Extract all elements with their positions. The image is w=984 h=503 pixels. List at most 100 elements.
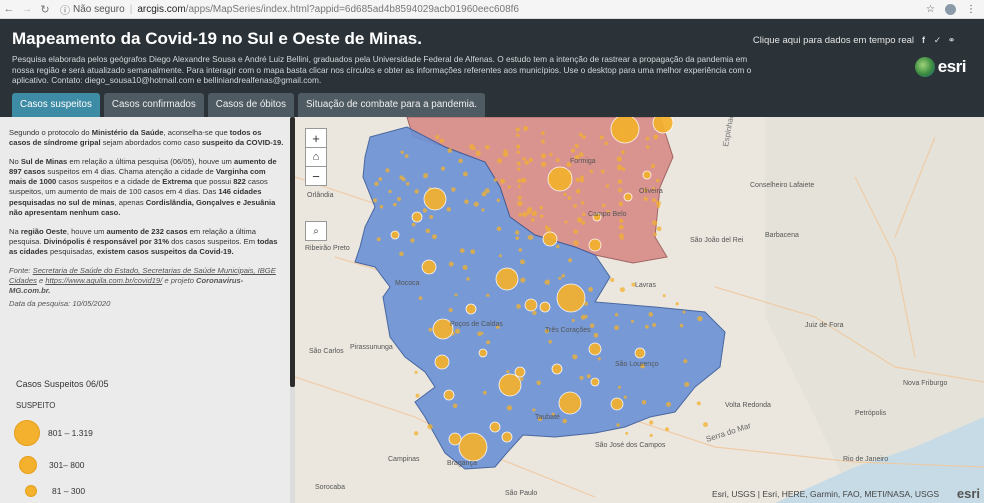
municipality-dot[interactable]	[573, 204, 577, 208]
forward-arrow-icon[interactable]: →	[21, 3, 33, 15]
municipality-dot[interactable]	[522, 157, 526, 161]
municipality-dot[interactable]	[574, 154, 580, 160]
municipality-dot[interactable]	[584, 314, 588, 319]
municipality-dot[interactable]	[480, 331, 484, 335]
tab-casos-obitos[interactable]: Casos de óbitos	[207, 93, 295, 117]
tab-casos-confirmados[interactable]: Casos confirmados	[103, 93, 204, 117]
municipality-dot[interactable]	[571, 148, 575, 153]
municipality-dot[interactable]	[579, 178, 585, 183]
case-bubble[interactable]	[634, 347, 646, 359]
municipality-dot[interactable]	[518, 248, 523, 252]
municipality-dot[interactable]	[581, 220, 586, 225]
municipality-dot[interactable]	[516, 150, 520, 154]
municipality-dot[interactable]	[378, 177, 383, 181]
municipality-dot[interactable]	[586, 374, 591, 379]
municipality-dot[interactable]	[516, 304, 521, 309]
municipality-dot[interactable]	[518, 213, 522, 217]
municipality-dot[interactable]	[427, 424, 433, 430]
case-bubble[interactable]	[478, 348, 488, 358]
municipality-dot[interactable]	[696, 401, 701, 406]
municipality-dot[interactable]	[574, 143, 579, 148]
municipality-dot[interactable]	[376, 237, 381, 242]
municipality-dot[interactable]	[496, 226, 502, 232]
search-button[interactable]: ⌕	[305, 221, 327, 241]
case-bubble[interactable]	[524, 298, 538, 312]
municipality-dot[interactable]	[616, 423, 620, 427]
municipality-dot[interactable]	[463, 171, 468, 177]
case-bubble[interactable]	[551, 363, 563, 375]
municipality-dot[interactable]	[397, 197, 401, 202]
case-bubble[interactable]	[610, 117, 640, 144]
municipality-dot[interactable]	[551, 412, 555, 416]
municipality-dot[interactable]	[539, 205, 544, 210]
municipality-dot[interactable]	[428, 327, 433, 332]
municipality-dot[interactable]	[537, 416, 543, 422]
fonte-link-aquila[interactable]: https://www.aquila.com.br/covid19/	[45, 276, 163, 286]
info-icon[interactable]: ⓘ	[60, 5, 70, 17]
municipality-dot[interactable]	[567, 196, 572, 200]
municipality-dot[interactable]	[532, 408, 536, 412]
municipality-dot[interactable]	[500, 178, 506, 184]
municipality-dot[interactable]	[496, 198, 500, 202]
home-button[interactable]: ⌂	[305, 147, 327, 167]
case-bubble[interactable]	[458, 432, 488, 462]
municipality-dot[interactable]	[388, 189, 392, 194]
municipality-dot[interactable]	[618, 201, 623, 206]
case-bubble[interactable]	[642, 170, 652, 180]
case-bubble[interactable]	[443, 389, 455, 401]
municipality-dot[interactable]	[549, 152, 553, 156]
municipality-dot[interactable]	[597, 357, 601, 361]
municipality-dot[interactable]	[703, 422, 708, 428]
municipality-dot[interactable]	[517, 200, 523, 207]
municipality-dot[interactable]	[665, 427, 670, 432]
municipality-dot[interactable]	[540, 153, 546, 159]
zoom-out-button[interactable]: −	[305, 166, 327, 186]
municipality-dot[interactable]	[452, 403, 458, 409]
municipality-dot[interactable]	[617, 179, 623, 184]
municipality-dot[interactable]	[405, 182, 410, 186]
municipality-dot[interactable]	[540, 131, 545, 135]
municipality-dot[interactable]	[447, 148, 453, 153]
case-bubble[interactable]	[498, 373, 522, 397]
municipality-dot[interactable]	[493, 178, 498, 182]
municipality-dot[interactable]	[459, 248, 465, 254]
municipality-dot[interactable]	[521, 177, 527, 183]
facebook-icon[interactable]: f	[922, 35, 925, 45]
municipality-dot[interactable]	[524, 160, 529, 165]
link-icon[interactable]: ⚭	[947, 35, 956, 45]
municipality-dot[interactable]	[577, 217, 583, 223]
municipality-dot[interactable]	[610, 277, 615, 283]
profile-avatar-icon[interactable]	[945, 3, 956, 15]
municipality-dot[interactable]	[589, 169, 593, 173]
case-bubble[interactable]	[423, 187, 447, 211]
municipality-dot[interactable]	[599, 135, 604, 140]
realtime-link[interactable]: Clique aqui para dados em tempo real	[752, 35, 914, 46]
municipality-dot[interactable]	[484, 188, 490, 194]
municipality-dot[interactable]	[440, 166, 446, 171]
municipality-dot[interactable]	[662, 294, 666, 298]
municipality-dot[interactable]	[435, 135, 440, 139]
case-bubbles[interactable]	[390, 117, 674, 462]
municipality-dot[interactable]	[625, 431, 629, 435]
municipality-dot[interactable]	[645, 136, 650, 141]
municipality-dot[interactable]	[379, 205, 384, 209]
address-bar[interactable]: ⓘ Não seguro | arcgis.com/apps/MapSeries…	[60, 2, 519, 17]
case-bubble[interactable]	[465, 303, 477, 315]
municipality-dot[interactable]	[655, 200, 661, 206]
municipality-dot[interactable]	[404, 154, 409, 158]
municipality-dot[interactable]	[614, 313, 619, 317]
case-bubble[interactable]	[411, 211, 423, 223]
municipality-dot[interactable]	[572, 354, 578, 360]
map-view[interactable]: Espinhaço Formiga Oliveira Campo Belo Or…	[295, 117, 984, 503]
municipality-dot[interactable]	[682, 310, 686, 314]
municipality-dot[interactable]	[497, 158, 503, 164]
case-bubble[interactable]	[542, 231, 558, 247]
municipality-dot[interactable]	[516, 161, 521, 166]
municipality-dot[interactable]	[683, 359, 688, 364]
municipality-dot[interactable]	[621, 167, 626, 171]
case-bubble[interactable]	[592, 212, 602, 222]
case-bubble[interactable]	[434, 354, 450, 370]
municipality-dot[interactable]	[517, 167, 521, 171]
municipality-dot[interactable]	[429, 215, 434, 219]
municipality-dot[interactable]	[470, 249, 476, 255]
